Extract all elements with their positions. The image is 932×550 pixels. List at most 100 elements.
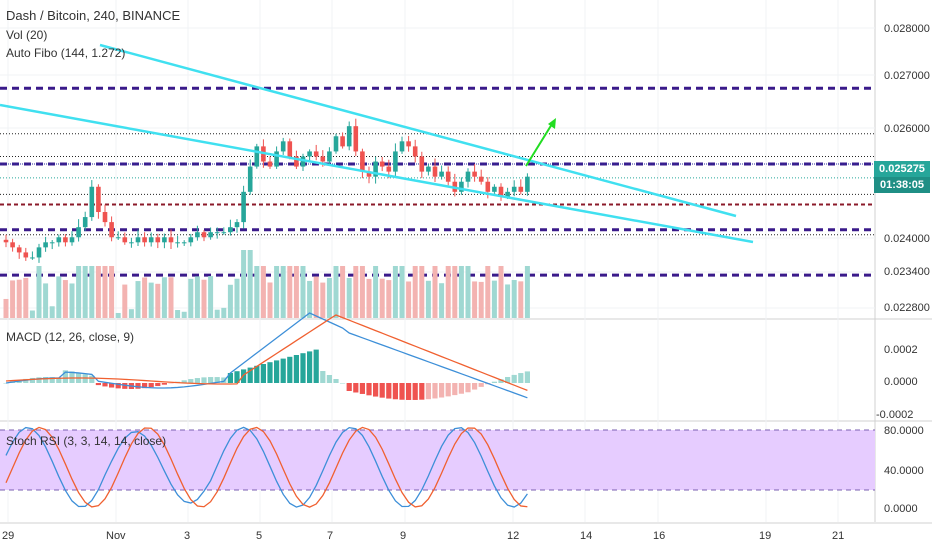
volume-bar <box>359 266 365 318</box>
candle-body <box>129 242 134 244</box>
price-tick-label: 0.027000 <box>884 70 930 82</box>
macd-histogram-bar <box>36 377 42 383</box>
macd-histogram-bar <box>62 370 68 383</box>
volume-bar <box>399 266 405 318</box>
candle-body <box>360 151 365 172</box>
volume-bar <box>326 278 332 318</box>
candle-body <box>69 237 75 243</box>
macd-histogram-bar <box>95 383 101 386</box>
macd-signal-line <box>5 314 528 392</box>
volume-bar <box>260 266 266 318</box>
candle-body <box>162 237 167 243</box>
candle-body <box>102 212 108 223</box>
macd-histogram-bar <box>392 383 398 400</box>
macd-histogram-bar <box>346 383 352 391</box>
candle-body <box>122 237 128 243</box>
volume-bar <box>155 283 161 318</box>
candle-body <box>327 151 332 162</box>
macd-histogram-bar <box>293 355 299 383</box>
candle-body <box>307 151 312 157</box>
volume-bar <box>3 298 9 318</box>
candle-body <box>168 237 174 243</box>
macd-histogram-bar <box>3 383 9 384</box>
candle-body <box>49 242 55 244</box>
volume-bar <box>69 283 75 318</box>
candle-body <box>287 141 293 157</box>
volume-bar <box>62 280 68 318</box>
candle-body <box>459 181 464 192</box>
candle-body <box>142 237 147 243</box>
volume-bar <box>452 266 458 318</box>
volume-bar <box>115 312 121 318</box>
candle-body <box>36 247 42 258</box>
candle-body <box>254 146 260 167</box>
volume-bar <box>135 281 141 318</box>
macd-histogram-bar <box>49 377 55 383</box>
candle-body <box>280 141 286 152</box>
macd-histogram-bar <box>359 383 365 394</box>
volume-bar <box>267 282 273 318</box>
candle-body <box>294 156 299 167</box>
volume-bar <box>346 278 352 318</box>
macd-histogram-bar <box>478 383 484 387</box>
projection-arrowhead <box>548 118 556 129</box>
price-tick-label: 0.026000 <box>884 123 930 135</box>
time-tick-label: 29 <box>2 530 15 542</box>
candle-body <box>379 161 385 167</box>
macd-histogram-bar <box>439 383 445 398</box>
volume-bar <box>82 266 88 318</box>
macd-histogram-bar <box>419 383 425 400</box>
volume-bar <box>485 266 491 318</box>
volume-bar <box>254 266 260 318</box>
volume-bar <box>432 266 438 318</box>
candle-body <box>30 257 35 259</box>
volume-bar <box>445 266 451 318</box>
macd-histogram-bar <box>254 365 260 383</box>
volume-bar <box>313 276 319 318</box>
candle-body <box>373 161 378 177</box>
volume-bar <box>320 282 326 318</box>
candle-body <box>16 247 22 253</box>
macd-histogram-bar <box>274 360 280 383</box>
candle-body <box>76 227 81 238</box>
candle-body <box>432 166 438 177</box>
volume-bar <box>168 277 174 318</box>
candle-body <box>181 242 187 244</box>
volume-bar <box>49 306 55 318</box>
price-tick-label: 0.023400 <box>884 266 930 278</box>
macd-histogram-bar <box>247 367 253 383</box>
volume-bar <box>194 276 200 318</box>
volume-bar <box>227 284 233 318</box>
price-tick-label: 0.022800 <box>884 302 930 314</box>
macd-histogram-bar <box>511 374 517 383</box>
macd-histogram-bar <box>241 369 247 383</box>
candle-body <box>498 186 504 197</box>
stoch-tick-label: 40.0000 <box>884 465 924 477</box>
volume-bar <box>43 283 49 318</box>
candle-body <box>333 136 339 152</box>
volume-bar <box>122 284 128 318</box>
stoch-d-line <box>5 426 528 508</box>
candle-body <box>445 171 451 182</box>
macd-histogram-bar <box>135 383 141 389</box>
macd-histogram-bar <box>181 380 187 383</box>
macd-histogram-bar <box>56 377 62 383</box>
candle-body <box>214 232 220 234</box>
macd-histogram-bar <box>320 371 326 383</box>
macd-histogram-bar <box>188 379 194 383</box>
macd-histogram-bar <box>23 378 29 383</box>
volume-bar <box>280 266 286 318</box>
macd-histogram-bar <box>524 371 530 383</box>
volume-bar <box>505 284 511 318</box>
macd-tick-label: 0.0000 <box>884 376 918 388</box>
candle-body <box>188 237 194 243</box>
time-tick-label: 12 <box>507 530 520 542</box>
macd-histogram-bar <box>452 383 458 396</box>
stoch-band <box>0 430 875 490</box>
macd-histogram-bar <box>109 383 115 388</box>
candle-body <box>412 146 418 157</box>
volume-bar <box>524 266 530 318</box>
stoch-tick-label: 0.0000 <box>884 503 918 515</box>
volume-bar <box>419 266 425 318</box>
